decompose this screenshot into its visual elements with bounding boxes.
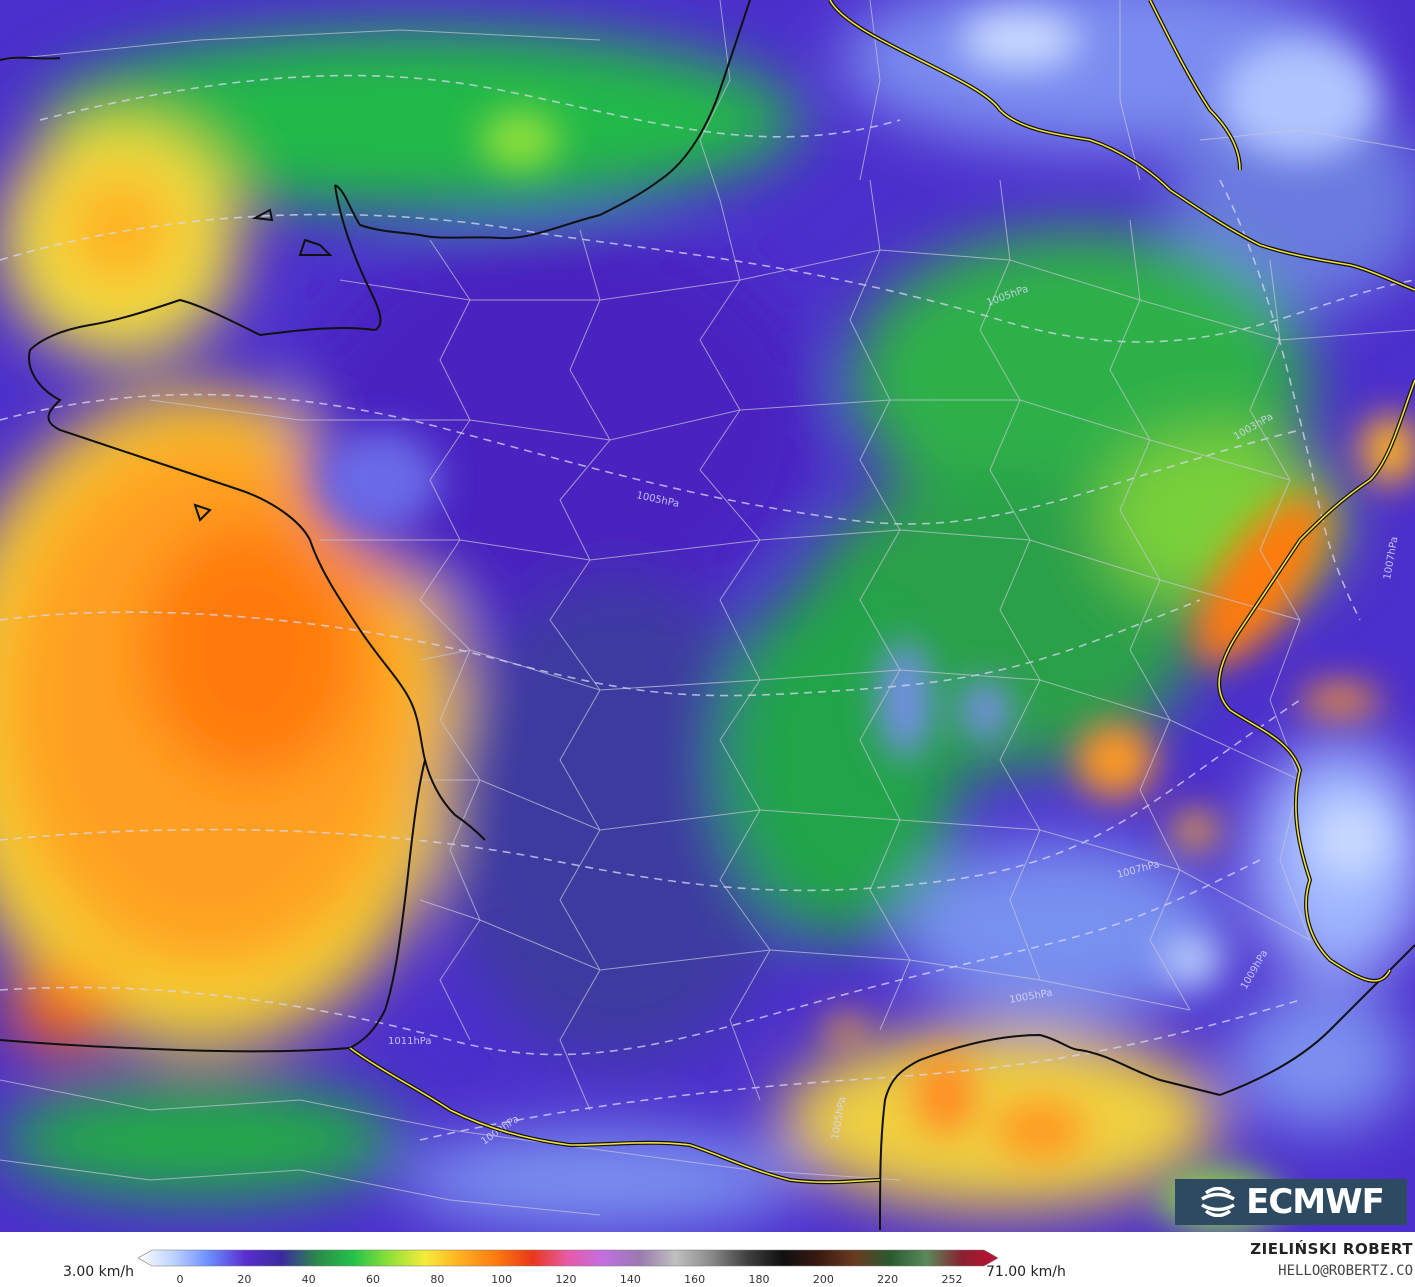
colorbar-tick-label: 140 xyxy=(619,1273,641,1286)
wind-speed-zones xyxy=(0,0,1415,1230)
wind-speed-map: 1005hPa 1005hPa 1007hPa 1009hPa 1005hPa … xyxy=(0,0,1415,1232)
colorbar-tick-label: 20 xyxy=(237,1273,252,1286)
colorbar-tick-label: 100 xyxy=(491,1273,513,1286)
map-graphic: 1005hPa 1005hPa 1007hPa 1009hPa 1005hPa … xyxy=(0,0,1415,1232)
colorbar-tick-label: 220 xyxy=(877,1273,899,1286)
author-email: HELLO@ROBERTZ.CO xyxy=(1278,1263,1413,1279)
isobar-label: 1011hPa xyxy=(388,1036,432,1047)
colorbar-tick-label: 180 xyxy=(748,1273,770,1286)
isobar-lines xyxy=(0,74,1415,1141)
legend-min-label: 3.00 km/h xyxy=(63,1264,134,1280)
colorbar-tick-label: 200 xyxy=(812,1273,834,1286)
colorbar-tick-label: 80 xyxy=(430,1273,445,1286)
colorbar-tick-label: 0 xyxy=(176,1273,184,1286)
colorbar-tick-label: 252 xyxy=(941,1273,963,1286)
colorbar xyxy=(138,1249,998,1267)
colorbar-tick-label: 120 xyxy=(555,1273,577,1286)
coastlines xyxy=(0,0,1415,1231)
colorbar-tick-label: 40 xyxy=(301,1273,316,1286)
ecmwf-logo: ECMWF xyxy=(1175,1179,1407,1225)
legend-max-label: 71.00 km/h xyxy=(986,1264,1066,1280)
colorbar-gradient xyxy=(138,1249,998,1267)
region-borders xyxy=(0,0,1415,1216)
colorbar-tick-label: 60 xyxy=(366,1273,380,1286)
national-borders xyxy=(348,0,1415,1185)
ecmwf-logo-icon xyxy=(1201,1187,1236,1217)
colorbar-tick-label: 160 xyxy=(684,1273,706,1286)
wind-speed-highlights xyxy=(320,10,1415,1230)
ecmwf-logo-text: ECMWF xyxy=(1246,1182,1385,1222)
author-name: ZIELIŃSKI ROBERT xyxy=(1250,1240,1413,1258)
